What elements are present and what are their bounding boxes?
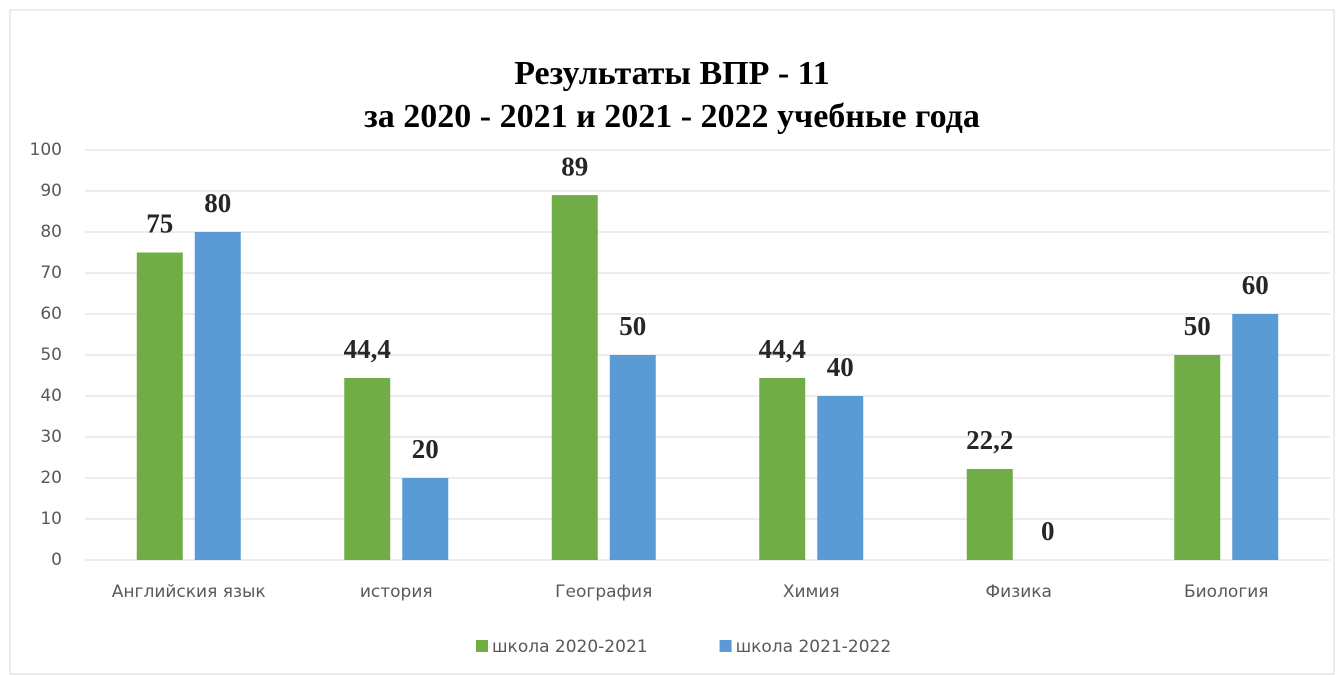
bar (1232, 314, 1279, 560)
y-tick-label: 60 (40, 304, 62, 324)
legend-swatch (719, 640, 732, 652)
bar (609, 355, 656, 560)
legend-swatch (476, 640, 488, 652)
data-label: 44,4 (344, 334, 391, 364)
y-tick-label: 100 (30, 140, 62, 160)
chart-title: Результаты ВПР - 11 (514, 55, 830, 92)
data-label: 40 (827, 352, 854, 382)
bar (817, 396, 864, 560)
data-label: 60 (1242, 270, 1269, 300)
y-tick-label: 80 (40, 222, 62, 242)
y-tick-label: 70 (40, 263, 62, 283)
legend-label: школа 2021-2022 (736, 637, 892, 657)
data-label: 50 (1184, 311, 1211, 341)
bar (551, 195, 598, 560)
bar (344, 377, 391, 560)
x-tick-label: Химия (783, 582, 840, 602)
y-tick-label: 50 (40, 345, 62, 365)
y-tick-label: 0 (51, 550, 62, 570)
bar (194, 232, 241, 560)
bar (136, 252, 183, 560)
data-label: 89 (561, 151, 588, 181)
x-tick-label: Биология (1184, 582, 1269, 602)
bar (759, 377, 806, 560)
y-tick-label: 20 (40, 468, 62, 488)
x-tick-label: Физика (986, 582, 1052, 602)
data-label: 75 (146, 209, 173, 239)
x-tick-label: География (555, 582, 652, 602)
x-tick-label: Английския язык (112, 582, 266, 602)
bar (402, 478, 449, 560)
bar (1174, 355, 1221, 560)
data-label: 22,2 (966, 425, 1013, 455)
chart-title: за 2020 - 2021 и 2021 - 2022 учебные год… (364, 98, 980, 135)
y-tick-label: 90 (40, 181, 62, 201)
legend-label: школа 2020-2021 (492, 637, 648, 657)
y-tick-label: 30 (40, 427, 62, 447)
data-label: 0 (1041, 516, 1055, 546)
y-tick-label: 10 (40, 509, 62, 529)
data-label: 50 (619, 311, 646, 341)
x-tick-label: история (360, 582, 433, 602)
data-label: 20 (412, 434, 439, 464)
y-tick-label: 40 (40, 386, 62, 406)
bar (966, 468, 1013, 560)
data-label: 80 (204, 188, 231, 218)
data-label: 44,4 (759, 334, 806, 364)
